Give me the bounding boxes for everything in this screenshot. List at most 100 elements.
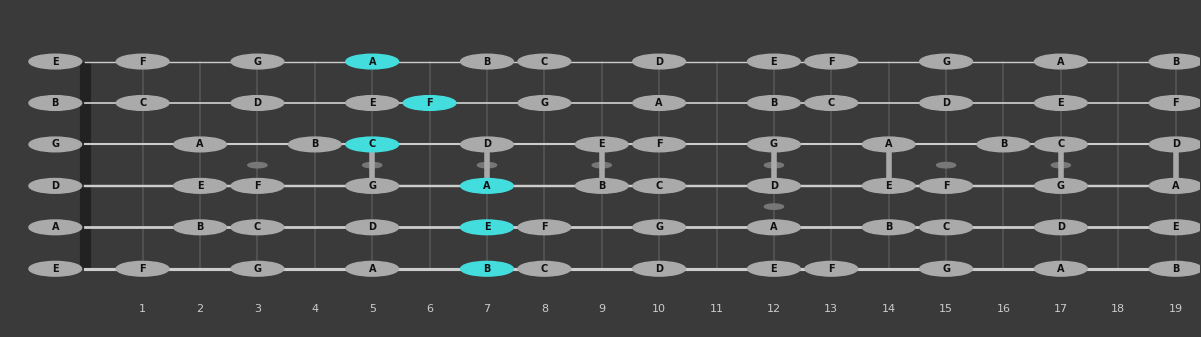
Text: B: B [311,140,318,149]
Text: B: B [483,264,491,274]
Text: C: C [827,98,835,108]
Circle shape [633,54,686,69]
Circle shape [346,179,399,193]
Text: C: C [369,140,376,149]
Text: D: D [770,181,778,191]
Circle shape [478,162,496,168]
Text: B: B [598,181,605,191]
Circle shape [937,162,956,168]
Circle shape [174,137,227,152]
Circle shape [747,262,800,276]
Circle shape [247,162,267,168]
Text: A: A [1172,181,1179,191]
Text: E: E [197,181,203,191]
Circle shape [461,262,513,276]
Circle shape [805,262,858,276]
Circle shape [805,96,858,110]
Text: F: F [827,57,835,66]
Circle shape [633,137,686,152]
Text: C: C [540,264,548,274]
Text: D: D [942,98,950,108]
Circle shape [592,162,611,168]
Circle shape [346,54,399,69]
Circle shape [116,54,169,69]
Circle shape [1149,54,1201,69]
Text: A: A [656,98,663,108]
Circle shape [1149,179,1201,193]
Text: G: G [942,264,950,274]
Text: B: B [1172,57,1179,66]
Text: D: D [1057,222,1065,232]
Text: C: C [253,222,261,232]
Text: D: D [369,222,376,232]
Text: C: C [943,222,950,232]
Circle shape [1034,137,1087,152]
Text: E: E [771,264,777,274]
Circle shape [461,137,513,152]
Text: D: D [38,179,48,192]
Circle shape [231,179,283,193]
Circle shape [518,220,570,235]
Circle shape [518,262,570,276]
Text: A: A [196,140,204,149]
Circle shape [1034,54,1087,69]
Text: 13: 13 [824,304,838,314]
Text: 18: 18 [1111,304,1125,314]
Circle shape [862,179,915,193]
Circle shape [231,54,283,69]
Text: A: A [1057,57,1064,66]
Circle shape [461,220,513,235]
Text: D: D [52,181,59,191]
Circle shape [29,137,82,152]
Text: D: D [253,98,262,108]
Text: G: G [770,140,778,149]
Circle shape [29,220,82,235]
Text: B: B [1172,264,1179,274]
Text: 4: 4 [311,304,318,314]
Circle shape [747,137,800,152]
Text: C: C [540,57,548,66]
Text: 19: 19 [1169,304,1183,314]
Text: A: A [369,57,376,66]
Text: G: G [942,57,950,66]
Text: B: B [38,96,48,110]
Text: 9: 9 [598,304,605,314]
Text: F: F [656,140,663,149]
Circle shape [1149,96,1201,110]
Circle shape [633,220,686,235]
Text: F: F [542,222,548,232]
Circle shape [346,137,399,152]
Circle shape [978,137,1029,152]
Circle shape [1034,179,1087,193]
Text: G: G [253,264,262,274]
Circle shape [747,179,800,193]
Circle shape [346,220,399,235]
Circle shape [747,96,800,110]
Text: E: E [40,262,48,275]
Text: 8: 8 [540,304,548,314]
Circle shape [29,96,82,110]
Text: C: C [1057,140,1064,149]
Circle shape [764,204,783,209]
Text: C: C [139,98,147,108]
Text: 3: 3 [253,304,261,314]
Text: E: E [369,98,376,108]
Circle shape [920,262,973,276]
Text: 11: 11 [710,304,723,314]
Text: G: G [656,222,663,232]
Circle shape [518,54,570,69]
Text: F: F [139,264,147,274]
Text: 17: 17 [1053,304,1068,314]
Circle shape [116,262,169,276]
Circle shape [174,179,227,193]
Circle shape [862,137,915,152]
Circle shape [518,96,570,110]
Text: G: G [1057,181,1065,191]
Text: D: D [656,57,663,66]
Text: A: A [885,140,892,149]
Circle shape [575,179,628,193]
Circle shape [29,179,82,193]
Text: D: D [656,264,663,274]
Circle shape [1034,220,1087,235]
Circle shape [633,262,686,276]
